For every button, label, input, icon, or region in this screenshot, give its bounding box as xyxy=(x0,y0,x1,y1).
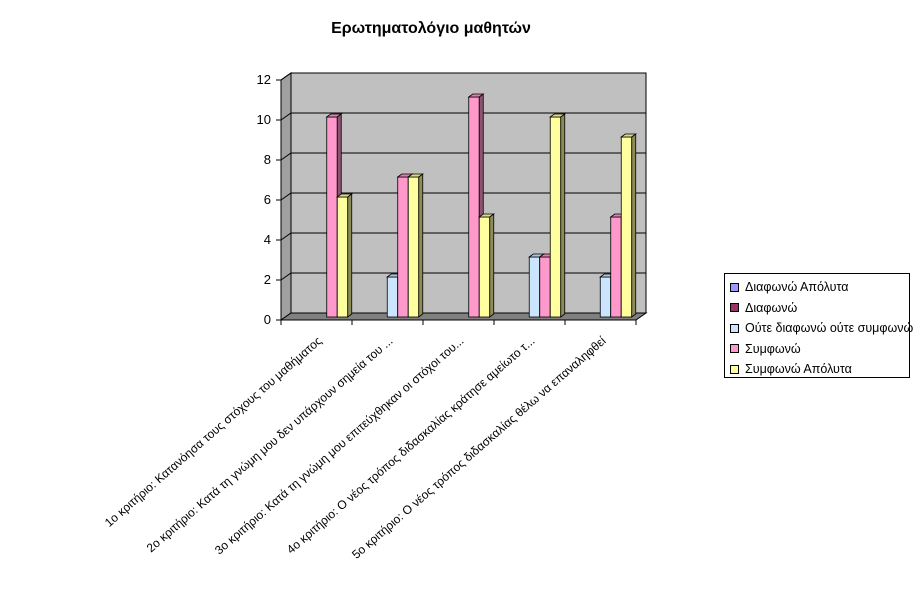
legend-label: Διαφωνώ xyxy=(745,300,798,315)
gridline xyxy=(280,152,646,161)
bar-side xyxy=(418,173,424,318)
y-tick-label: 12 xyxy=(257,72,271,87)
axes xyxy=(276,79,637,325)
bar-front xyxy=(539,256,551,318)
y-tick-label: 10 xyxy=(257,112,271,127)
legend-item: Διαφωνώ xyxy=(730,298,909,319)
bar-front xyxy=(326,116,338,318)
category-label: 3ο κριτήριο: Κατά τη γνώμη μου επιτεύχθη… xyxy=(212,334,466,558)
legend: Διαφωνώ Απόλυτα Διαφωνώ Ούτε διαφωνώ ούτε … xyxy=(724,273,913,380)
legend-swatch xyxy=(730,323,739,333)
gridline xyxy=(280,72,646,81)
category-label: 4ο κριτήριο: Ο νέος τρόπος διδασκαλίας κ… xyxy=(284,334,538,557)
legend-item: Ούτε διαφωνώ ούτε συμφωνώ xyxy=(730,318,913,339)
bar-side xyxy=(631,133,637,318)
bar-side xyxy=(489,213,495,318)
bars xyxy=(325,93,637,318)
legend-swatch xyxy=(730,282,739,292)
bar xyxy=(407,173,424,318)
gridline xyxy=(280,112,646,121)
bar-front xyxy=(397,176,409,318)
legend-swatch xyxy=(730,364,739,374)
gridline xyxy=(280,232,646,241)
bar-front xyxy=(528,256,541,318)
bar-front xyxy=(468,96,480,318)
bar-front xyxy=(599,276,612,318)
bar-front xyxy=(549,116,562,318)
bar-side xyxy=(347,193,353,318)
bar xyxy=(336,193,353,318)
gridline xyxy=(280,272,646,281)
gridlines xyxy=(280,72,646,281)
bar-front xyxy=(386,276,399,318)
bar xyxy=(549,113,566,318)
legend-item: Συμφωνώ Απόλυτα xyxy=(730,359,909,380)
category-label: 2ο κριτήριο: Κατά τη γνώμη μου δεν υπάρχ… xyxy=(144,334,396,555)
category-label: 5ο κριτήριο: Ο νέος τρόπος διδασκαλίας θ… xyxy=(349,333,609,561)
bar-front xyxy=(478,216,491,318)
y-tick-labels: 0 2 4 6 8 10 12 xyxy=(257,72,271,327)
legend-label: Συμφωνώ Απόλυτα xyxy=(745,362,852,377)
legend-item: Διαφωνώ Απόλυτα xyxy=(730,277,909,298)
bar-front xyxy=(610,216,622,318)
y-tick-label: 6 xyxy=(264,192,271,207)
bar xyxy=(620,133,637,318)
legend-label: Διαφωνώ Απόλυτα xyxy=(745,280,849,295)
x-tick-labels: 1ο κριτήριο: Κατανόησα τους στόχους του … xyxy=(102,333,609,561)
legend-item: Συμφωνώ xyxy=(730,339,909,360)
gridline xyxy=(280,192,646,201)
bar-side xyxy=(560,113,566,318)
y-tick-label: 4 xyxy=(264,232,271,247)
bar xyxy=(478,213,495,318)
bar-front xyxy=(407,176,420,318)
legend-swatch xyxy=(730,344,739,354)
bar-front xyxy=(336,196,349,318)
legend-swatch xyxy=(730,303,739,313)
y-tick-label: 2 xyxy=(264,272,271,287)
legend-label: Συμφωνώ xyxy=(745,341,801,356)
y-tick-label: 8 xyxy=(264,152,271,167)
bar-front xyxy=(620,136,633,318)
chart-title: Ερωτηματολόγιο μαθητών xyxy=(331,20,531,37)
y-tick-label: 0 xyxy=(264,312,271,327)
legend-label: Ούτε διαφωνώ ούτε συμφωνώ xyxy=(745,321,914,336)
